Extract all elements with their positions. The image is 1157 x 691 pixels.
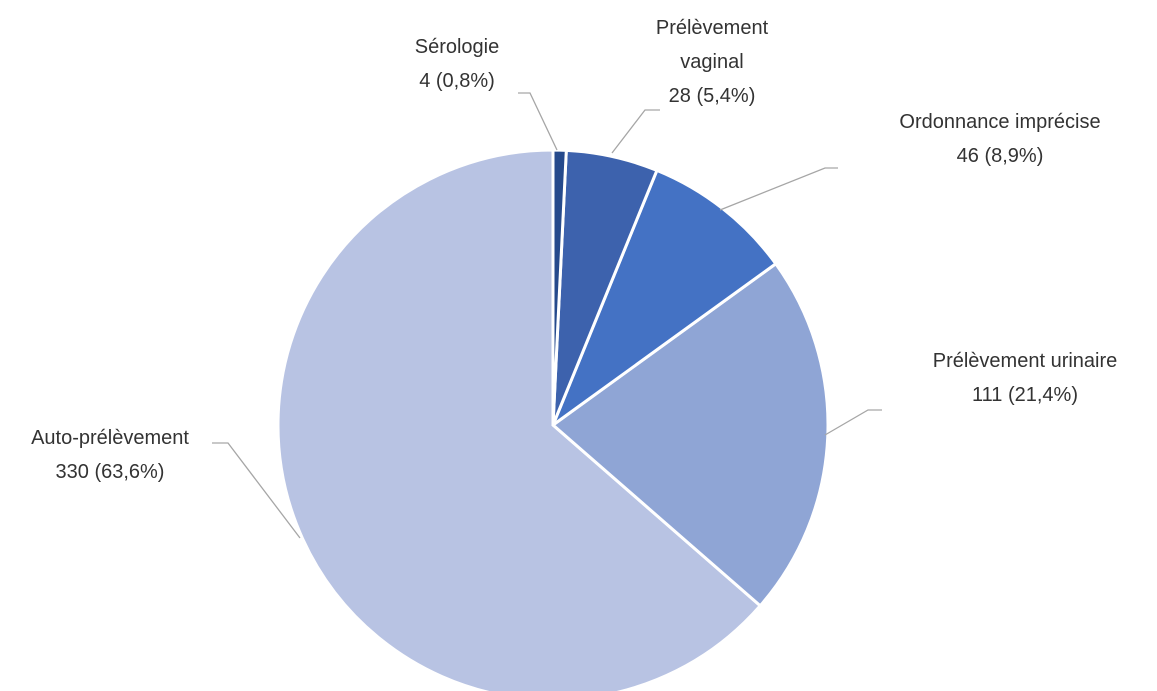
pie-slice [551,148,568,427]
data-label: Ordonnance imprécise 46 (8,9%) [850,105,1150,173]
pie-slice [276,148,762,691]
category-label: Prélèvement urinaire [932,350,1118,372]
value-label: 330 (63,6%) [55,461,165,483]
leader-line [518,92,558,151]
category-label: Prélèvement vaginal [655,17,769,73]
value-label: 28 (5,4%) [668,85,756,107]
data-label: Prélèvement vaginal 28 (5,4%) [642,11,782,113]
leader-lines [212,92,882,539]
leader-line [824,409,882,436]
data-label: Sérologie 4 (0,8%) [357,30,557,98]
data-label: Auto-prélèvement 330 (63,6%) [0,421,220,489]
leader-line [719,167,838,211]
leader-line [611,109,660,154]
value-label: 4 (0,8%) [419,70,495,92]
value-label: 46 (8,9%) [956,145,1044,167]
value-label: 111 (21,4%) [972,384,1078,406]
data-label: Prélèvement urinaire 111 (21,4%) [875,344,1157,412]
leader-line [212,442,301,539]
category-label: Sérologie [414,36,500,58]
category-label: Ordonnance imprécise [899,111,1101,133]
category-label: Auto-prélèvement [31,427,189,449]
pie-slice [551,262,830,608]
